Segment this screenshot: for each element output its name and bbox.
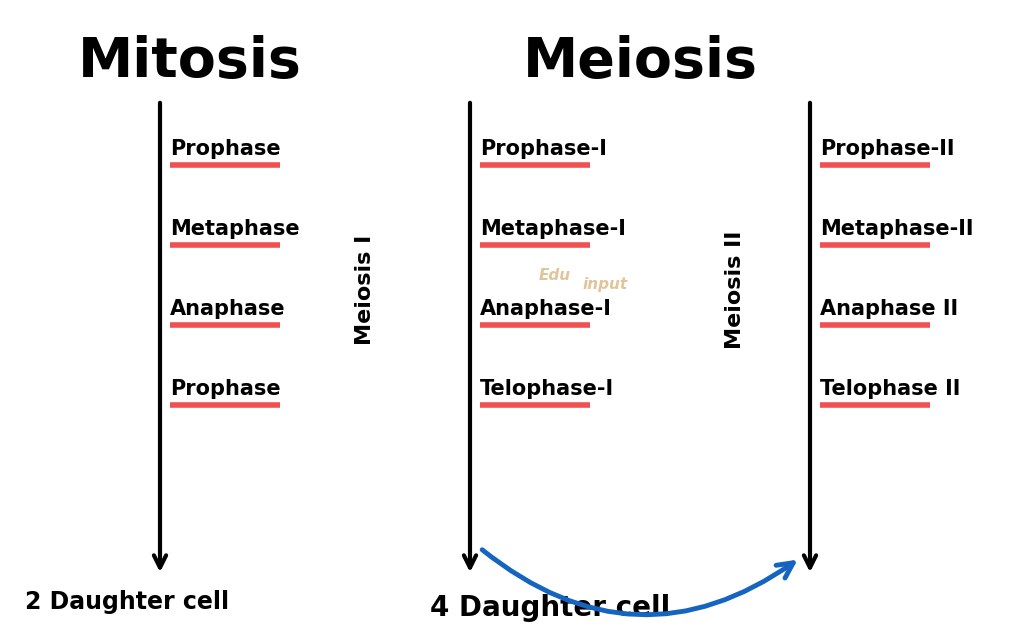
Text: Prophase: Prophase bbox=[170, 379, 281, 399]
Text: input: input bbox=[583, 277, 628, 292]
Text: Prophase-I: Prophase-I bbox=[480, 139, 607, 159]
Text: Meiosis: Meiosis bbox=[522, 35, 758, 89]
Text: 2 Daughter cell: 2 Daughter cell bbox=[25, 590, 229, 614]
Text: Prophase: Prophase bbox=[170, 139, 281, 159]
Text: Metaphase: Metaphase bbox=[170, 219, 300, 239]
Text: Metaphase-II: Metaphase-II bbox=[820, 219, 974, 239]
Text: Anaphase-I: Anaphase-I bbox=[480, 299, 612, 319]
Text: Prophase-II: Prophase-II bbox=[820, 139, 954, 159]
Text: Meiosis II: Meiosis II bbox=[725, 231, 745, 349]
Text: Telophase II: Telophase II bbox=[820, 379, 961, 399]
Text: 4 Daughter cell: 4 Daughter cell bbox=[430, 594, 670, 622]
Text: Edu: Edu bbox=[539, 268, 571, 282]
Text: Anaphase: Anaphase bbox=[170, 299, 286, 319]
Text: Metaphase-I: Metaphase-I bbox=[480, 219, 626, 239]
Text: Meiosis I: Meiosis I bbox=[355, 235, 375, 345]
Text: Anaphase II: Anaphase II bbox=[820, 299, 958, 319]
Text: Mitosis: Mitosis bbox=[78, 35, 302, 89]
Text: Telophase-I: Telophase-I bbox=[480, 379, 614, 399]
